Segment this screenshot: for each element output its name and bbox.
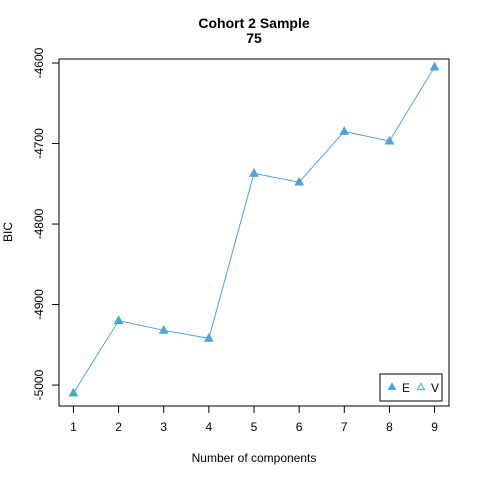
data-point-V <box>68 387 79 397</box>
x-tick-label: 3 <box>160 420 167 434</box>
data-point-E <box>339 126 350 135</box>
legend-marker-V <box>416 382 426 391</box>
legend-label-V: V <box>431 381 439 395</box>
data-point-E <box>158 324 169 334</box>
legend-label-E: E <box>402 381 410 395</box>
data-point-E <box>294 176 304 186</box>
data-point-E <box>113 315 124 325</box>
data-point-E <box>384 135 395 145</box>
x-tick-label: 1 <box>70 420 77 434</box>
chart-title-line-2: 75 <box>246 30 262 46</box>
chart-title-line-1: Cohort 2 Sample <box>198 15 309 31</box>
y-tick-label: -4700 <box>32 128 46 159</box>
x-tick-label: 9 <box>431 420 438 434</box>
series-layer <box>68 61 440 397</box>
x-tick-label: 8 <box>386 420 393 434</box>
x-tick-label: 7 <box>341 420 348 434</box>
x-tick-label: 6 <box>296 420 303 434</box>
data-point-E <box>204 333 214 342</box>
x-tick-label: 5 <box>251 420 258 434</box>
x-tick-label: 2 <box>115 420 122 434</box>
y-tick-label: -4600 <box>32 47 46 78</box>
x-tick-label: 4 <box>206 420 213 434</box>
x-axis: 1 2 3 4 5 6 7 8 9 <box>70 406 438 434</box>
x-axis-label: Number of components <box>192 451 317 465</box>
data-point-E <box>429 61 440 71</box>
y-tick-label: -4800 <box>32 208 46 239</box>
y-tick-label: -4900 <box>32 289 46 320</box>
y-axis: -5000 -4900 -4800 -4700 -4600 <box>32 47 59 400</box>
data-point-E <box>249 167 259 177</box>
legend-marker-E <box>387 382 397 391</box>
y-axis-label: BIC <box>1 222 15 242</box>
y-tick-label: -5000 <box>32 369 46 400</box>
